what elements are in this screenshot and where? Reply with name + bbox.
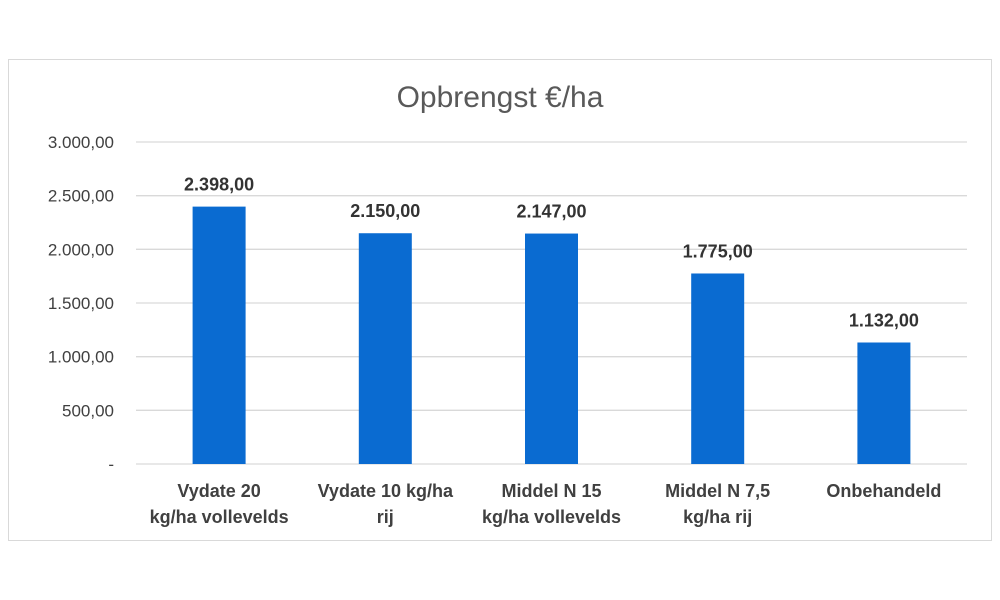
category-label-line: Middel N 15 — [501, 481, 601, 501]
category-label-line: Onbehandeld — [826, 481, 941, 501]
category-label: Middel N 15 kg/ha vollevelds — [482, 481, 621, 527]
bar — [525, 233, 578, 464]
category-label-line: Vydate 20 — [177, 481, 260, 501]
data-label: 1.775,00 — [683, 241, 753, 261]
y-tick-label: 500,00 — [62, 401, 114, 420]
bar — [192, 206, 246, 464]
bar — [691, 273, 745, 464]
bar — [857, 342, 911, 464]
data-labels: 2.398,00 2.150,00 2.147,00 1.775,00 1.132,00 — [184, 175, 919, 331]
category-labels: Vydate 20 kg/ha vollevelds Vydate 10 kg/ha… — [150, 481, 942, 527]
bar — [358, 233, 412, 464]
y-tick-label: - — [108, 455, 114, 474]
y-tick-label: 2.000,00 — [48, 240, 114, 259]
category-label: Vydate 20 kg/ha vollevelds — [150, 481, 289, 527]
y-axis-ticks: - 500,00 1.000,00 1.500,00 2.000,00 2.500,00 3… — [48, 133, 114, 474]
category-label-line: kg/ha rij — [683, 507, 752, 527]
category-label-line: Vydate 10 kg/ha — [318, 481, 454, 501]
y-tick-label: 1.000,00 — [48, 348, 114, 367]
category-label-line: rij — [377, 507, 394, 527]
category-label: Onbehandeld — [826, 481, 941, 501]
y-tick-label: 3.000,00 — [48, 133, 114, 152]
y-tick-label: 2.500,00 — [48, 187, 114, 206]
data-label: 2.147,00 — [516, 202, 586, 222]
data-label: 2.150,00 — [350, 201, 420, 221]
y-tick-label: 1.500,00 — [48, 294, 114, 313]
category-label: Vydate 10 kg/ha rij — [318, 481, 454, 527]
category-label-line: kg/ha vollevelds — [482, 507, 621, 527]
category-label: Middel N 7,5 kg/ha rij — [665, 481, 770, 527]
category-label-line: Middel N 7,5 — [665, 481, 770, 501]
data-label: 1.132,00 — [849, 310, 919, 330]
category-label-line: kg/ha vollevelds — [150, 507, 289, 527]
bars — [192, 206, 911, 464]
data-label: 2.398,00 — [184, 175, 254, 195]
chart-title: Opbrengst €/ha — [397, 81, 604, 114]
chart-frame — [8, 59, 992, 541]
